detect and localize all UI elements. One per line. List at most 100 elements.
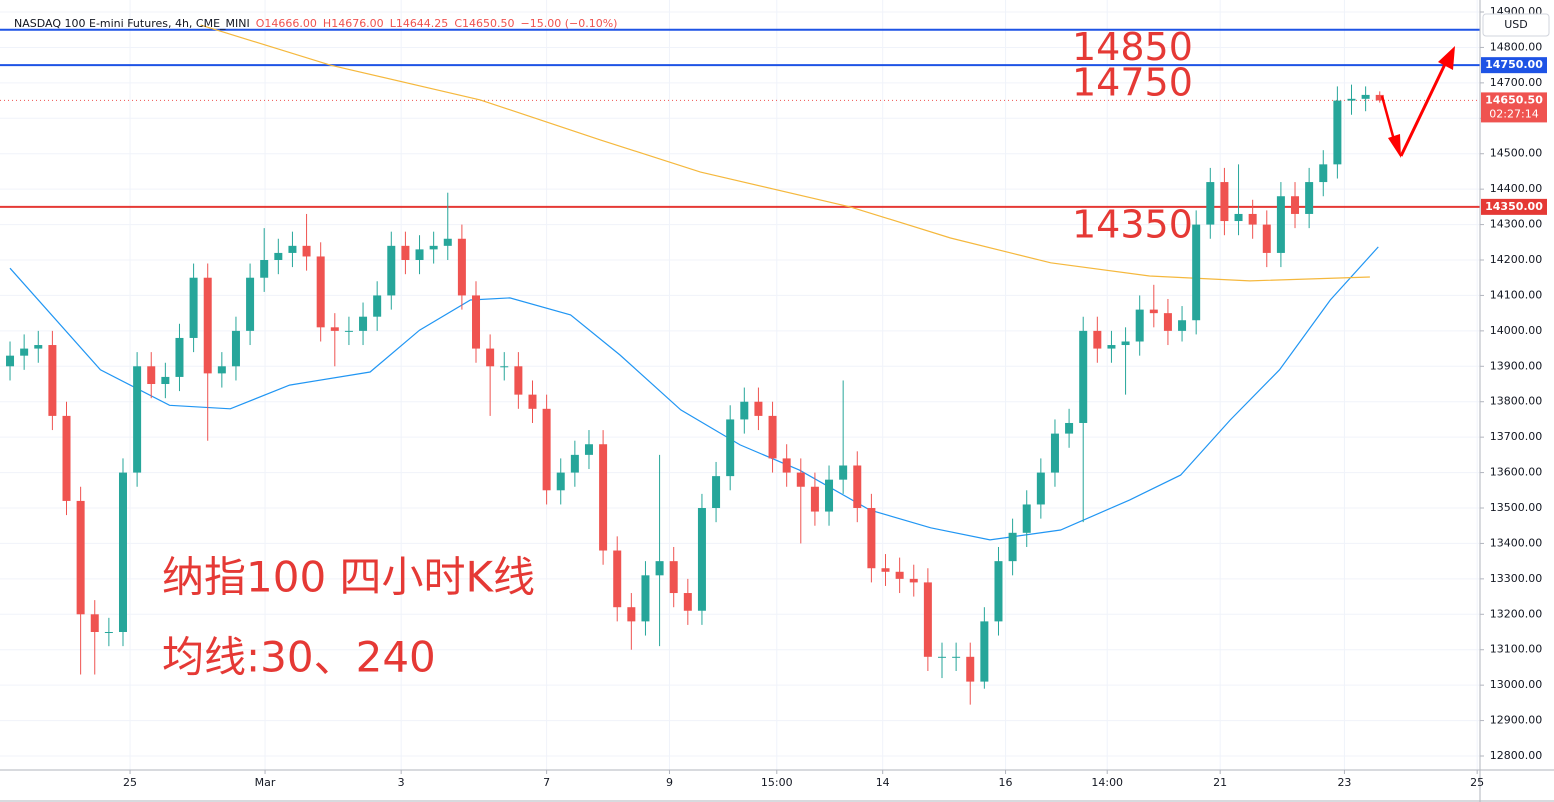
candle-body — [669, 561, 678, 594]
y-tick-label: 14100.00 — [1490, 288, 1543, 301]
annotation: 纳指100 四小时K线 — [162, 553, 535, 602]
candle-body — [20, 348, 29, 356]
candle-body — [1206, 182, 1215, 225]
ohlc-low: L14644.25 — [390, 17, 449, 30]
candle-body — [246, 277, 255, 331]
candle-body — [613, 550, 622, 608]
candle-body — [1248, 213, 1257, 225]
candle-body — [316, 256, 325, 328]
x-tick-label: 14:00 — [1091, 776, 1123, 789]
candle-body — [288, 245, 297, 253]
arrow-up — [1399, 61, 1448, 157]
candle-body — [373, 295, 382, 317]
x-tick-label: 9 — [666, 776, 673, 789]
candle-body — [1107, 345, 1116, 349]
x-tick-label: 25 — [1470, 776, 1484, 789]
candle-body — [457, 238, 466, 296]
x-tick-label: 23 — [1337, 776, 1351, 789]
candle-body — [189, 277, 198, 338]
y-tick-label: 14000.00 — [1490, 324, 1543, 337]
level-tag — [1481, 198, 1547, 215]
y-tick-label: 13100.00 — [1490, 643, 1543, 656]
level-tag — [1481, 57, 1547, 74]
candle-body — [528, 394, 537, 409]
candle-body — [415, 249, 424, 261]
candle-body — [1192, 224, 1201, 321]
header: NASDAQ 100 E-mini Futures, 4h, CME_MINI O… — [14, 17, 617, 30]
y-tick-label: 14800.00 — [1490, 40, 1543, 53]
candle-body — [768, 415, 777, 459]
ohlc-close: C14650.50 — [454, 17, 514, 30]
candle-body — [1163, 313, 1172, 331]
candle-body — [994, 561, 1003, 622]
candle-body — [175, 337, 184, 377]
candle-body — [937, 656, 946, 658]
candle-body — [231, 330, 240, 367]
arrow-head — [1438, 46, 1455, 70]
candle-body — [401, 245, 410, 261]
candle-body — [1361, 94, 1370, 99]
y-tick-label: 13800.00 — [1490, 395, 1543, 408]
candle-body — [330, 327, 339, 331]
candle-body — [810, 486, 819, 512]
candle-body — [839, 465, 848, 480]
ohlc-open: O14666.00 — [256, 17, 317, 30]
candle-body — [472, 295, 481, 349]
level-tag-label: 14350.00 — [1485, 200, 1543, 213]
annotation: 均线:30、240 — [162, 633, 436, 682]
candle-body — [203, 277, 212, 374]
candle-body — [1008, 532, 1017, 562]
candle-body — [853, 465, 862, 509]
currency[interactable]: USD — [1504, 18, 1528, 31]
candle-body — [1065, 422, 1074, 434]
currency-box[interactable] — [1482, 13, 1550, 37]
candle-body — [429, 245, 438, 250]
y-tick-label: 14300.00 — [1490, 218, 1543, 231]
candle-body — [980, 621, 989, 682]
candle-body — [966, 656, 975, 682]
candle-body — [133, 366, 142, 473]
y-tick-label: 13600.00 — [1490, 466, 1543, 479]
y-tick-label: 13200.00 — [1490, 607, 1543, 620]
candle-body — [641, 575, 650, 622]
candle-body — [1093, 330, 1102, 349]
x-tick-label: 7 — [543, 776, 550, 789]
last-price-tag — [1481, 92, 1547, 123]
y-tick-label: 14400.00 — [1490, 182, 1543, 195]
y-tick-label: 13000.00 — [1490, 678, 1543, 691]
candle-body — [570, 454, 579, 473]
candle-body — [274, 252, 283, 261]
candle-body — [104, 632, 113, 634]
x-tick-label: 15:00 — [761, 776, 793, 789]
candle-body — [754, 401, 763, 416]
candle-body — [1022, 504, 1031, 533]
y-tick-label: 13700.00 — [1490, 430, 1543, 443]
symbol: NASDAQ 100 E-mini Futures, 4h, CME_MINI — [14, 17, 250, 30]
candle-body — [1319, 164, 1328, 183]
candle-body — [1149, 309, 1158, 314]
candle-body — [782, 458, 791, 473]
x-tick-label: 14 — [876, 776, 890, 789]
y-tick-label: 14700.00 — [1490, 76, 1543, 89]
candle-body — [712, 476, 721, 509]
moving-average — [9, 246, 1379, 541]
ohlc-change: −15.00 (−0.10%) — [520, 17, 617, 30]
candle-body — [1305, 182, 1314, 214]
candle-body — [542, 408, 551, 491]
candle-body — [655, 561, 664, 576]
countdown: 02:27:14 — [1489, 107, 1538, 120]
y-tick-label: 12800.00 — [1490, 749, 1543, 762]
candle-body — [909, 578, 918, 583]
level-annotation: 14750 — [1072, 61, 1193, 105]
x-tick-label: 21 — [1213, 776, 1227, 789]
candle-body — [217, 366, 226, 374]
candle-body — [923, 582, 932, 657]
candle-body — [260, 260, 269, 278]
candle-body — [726, 419, 735, 477]
candle-body — [825, 479, 834, 512]
candle-body — [359, 316, 368, 331]
y-tick-label: 13900.00 — [1490, 359, 1543, 372]
candle-body — [48, 345, 57, 416]
